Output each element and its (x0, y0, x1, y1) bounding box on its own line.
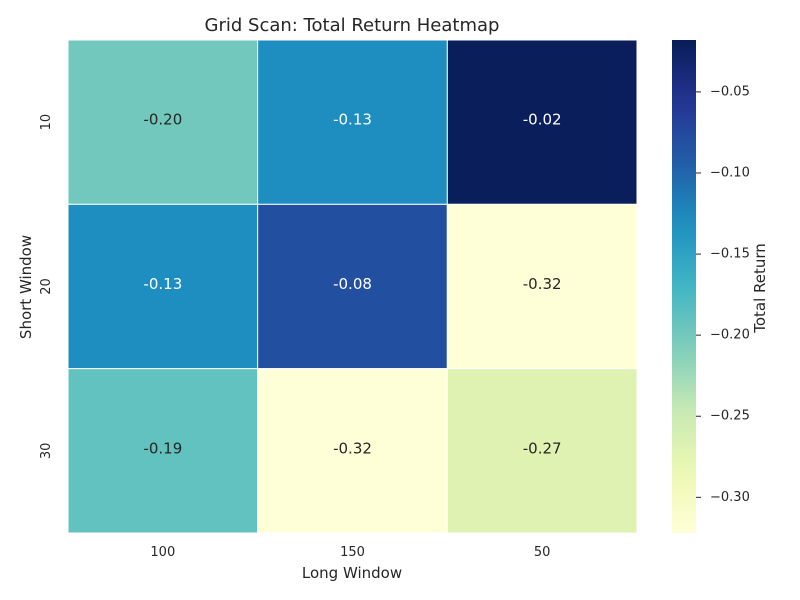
cell-value-label: -0.13 (333, 111, 372, 129)
heatmap-cell (67, 39, 259, 205)
cell-value-label: -0.20 (143, 111, 182, 129)
heatmap-cell-labels: -0.20 -0.13 -0.02 -0.13 -0.08 -0.32 -0.19 -0.32… (143, 111, 561, 458)
colorbar (672, 40, 696, 533)
heatmap-cells (67, 39, 638, 534)
colorbar-ticks: −0.05 −0.10 −0.15 −0.20 −0.25 −0.30 (696, 84, 750, 505)
heatmap-cell (446, 39, 638, 205)
cell-value-label: -0.13 (143, 275, 182, 293)
x-tick-label: 100 (150, 545, 175, 560)
x-axis-ticks: 100 150 50 (150, 545, 550, 560)
heatmap-cell (257, 39, 448, 205)
cell-value-label: -0.19 (143, 439, 182, 457)
colorbar-label: Total Return (751, 243, 769, 334)
heatmap-cell (67, 203, 259, 370)
y-tick-label: 20 (39, 278, 54, 295)
x-axis-label: Long Window (302, 564, 402, 582)
y-axis-label: Short Window (17, 235, 35, 339)
y-tick-label: 30 (39, 443, 54, 460)
y-tick-label: 10 (39, 114, 54, 131)
cell-value-label: -0.27 (523, 439, 562, 457)
heatmap-cell (257, 368, 448, 534)
cell-value-label: -0.08 (333, 275, 372, 293)
cell-value-label: -0.32 (523, 275, 562, 293)
y-axis-ticks: 10 20 30 (39, 114, 54, 459)
colorbar-tick-label: −0.25 (710, 409, 750, 424)
chart-title: Grid Scan: Total Return Heatmap (205, 15, 500, 36)
heatmap-cell (446, 203, 638, 370)
colorbar-tick-label: −0.30 (710, 490, 750, 505)
colorbar-tick-label: −0.05 (710, 84, 750, 99)
x-tick-label: 50 (534, 545, 551, 560)
heatmap-cell (446, 368, 638, 534)
cell-value-label: -0.02 (523, 111, 562, 129)
heatmap-cell (257, 203, 448, 370)
heatmap-cell (67, 368, 259, 534)
colorbar-tick-label: −0.10 (710, 165, 750, 180)
cell-value-label: -0.32 (333, 439, 372, 457)
x-tick-label: 150 (340, 545, 365, 560)
colorbar-tick-label: −0.20 (710, 328, 750, 343)
colorbar-tick-label: −0.15 (710, 247, 750, 262)
